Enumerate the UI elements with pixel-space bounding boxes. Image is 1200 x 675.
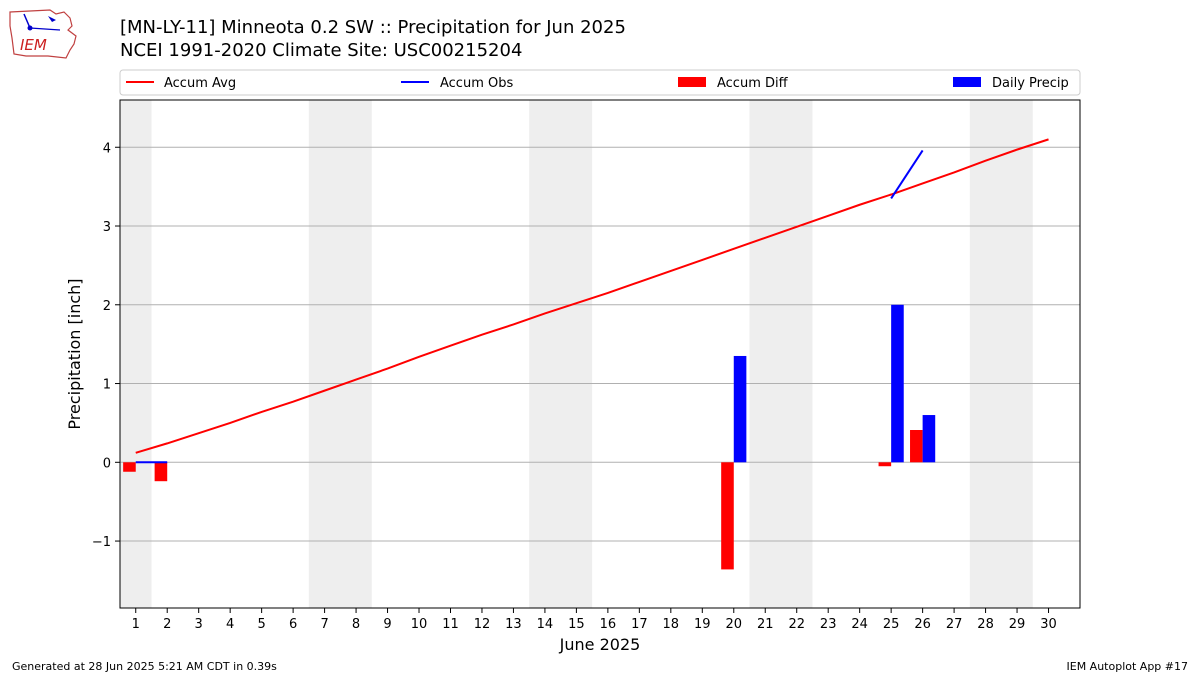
weekend-band: [749, 100, 813, 608]
plot-frame: [119, 99, 1081, 609]
legend-swatch: [953, 77, 981, 87]
y-axis-ticks: −1 0 1 2 3 4: [92, 141, 120, 550]
legend-accum-avg: Accum Avg: [126, 76, 236, 91]
y-tick-label: −1: [92, 535, 111, 550]
x-tick-label: 29: [1009, 617, 1026, 632]
x-tick-label: 19: [694, 617, 711, 632]
x-tick-label: 15: [568, 617, 585, 632]
x-tick-label: 21: [757, 617, 774, 632]
app-label: IEM Autoplot App #17: [1066, 660, 1189, 673]
chart-subtitle: NCEI 1991-2020 Climate Site: USC00215204: [120, 40, 523, 61]
x-tick-label: 23: [820, 617, 837, 632]
y-tick-label: 0: [103, 456, 111, 471]
accum-diff-bar: [910, 430, 923, 463]
line-layer: [135, 138, 1049, 464]
x-tick-label: 1: [132, 617, 140, 632]
x-tick-label: 5: [257, 617, 265, 632]
legend-label: Accum Diff: [717, 76, 789, 91]
y-gridlines: [120, 146, 1080, 542]
x-tick-label: 30: [1040, 617, 1057, 632]
x-tick-label: 16: [600, 617, 617, 632]
legend-daily-precip: Daily Precip: [953, 76, 1069, 91]
y-tick-label: 1: [103, 378, 111, 393]
x-tick-label: 18: [663, 617, 680, 632]
x-tick-label: 27: [946, 617, 963, 632]
weekend-band: [308, 100, 372, 608]
accum-diff-bar: [154, 462, 168, 482]
daily-precip-bar: [922, 415, 936, 463]
x-tick-label: 24: [851, 617, 868, 632]
x-tick-label: 7: [320, 617, 328, 632]
legend-label: Accum Obs: [440, 76, 513, 91]
y-tick-label: 2: [103, 299, 111, 314]
daily-precip-bar: [891, 304, 904, 463]
x-tick-label: 10: [411, 617, 428, 632]
legend-swatch: [678, 77, 706, 87]
weekend-bands: [120, 100, 1033, 608]
x-tick-label: 3: [195, 617, 203, 632]
x-tick-label: 6: [289, 617, 297, 632]
iem-logo: IEM: [9, 9, 77, 59]
accum-obs-line: [890, 149, 924, 199]
weekend-band: [120, 100, 152, 608]
accum-diff-bar: [878, 462, 892, 467]
x-tick-label: 26: [914, 617, 931, 632]
daily-precip-bar: [733, 355, 747, 463]
y-axis-label: Precipitation [inch]: [65, 278, 84, 429]
x-tick-label: 20: [725, 617, 742, 632]
y-tick-label: 4: [103, 141, 111, 156]
x-tick-label: 2: [163, 617, 171, 632]
legend-accum-diff: Accum Diff: [678, 76, 789, 91]
x-tick-label: 9: [383, 617, 391, 632]
x-tick-label: 8: [352, 617, 360, 632]
x-tick-label: 11: [442, 617, 459, 632]
accum-diff-bar: [721, 462, 734, 570]
x-tick-label: 17: [631, 617, 648, 632]
accum-avg-line: [135, 138, 1049, 454]
bar-layer: [123, 304, 936, 570]
legend-label: Daily Precip: [992, 76, 1069, 91]
legend-label: Accum Avg: [164, 76, 236, 91]
x-tick-label: 4: [226, 617, 234, 632]
weekend-band: [529, 100, 593, 608]
x-tick-label: 25: [883, 617, 900, 632]
accum-diff-bar: [123, 462, 136, 472]
x-axis-label: June 2025: [559, 635, 641, 654]
x-tick-label: 14: [537, 617, 554, 632]
x-tick-label: 13: [505, 617, 522, 632]
legend-accum-obs: Accum Obs: [401, 76, 513, 91]
legend-frame: [119, 69, 1081, 96]
weekend-band: [969, 100, 1033, 608]
x-tick-label: 22: [788, 617, 805, 632]
logo-text: IEM: [20, 36, 47, 54]
x-axis-ticks: 1 2 3 4 5 6 7 8 9 10 11 12 13 14 15 16 17 18 19 20 21 22 23 24 2…: [132, 608, 1057, 632]
legend: Accum Avg Accum Obs Accum Diff Daily Precip: [119, 69, 1081, 96]
x-tick-label: 28: [977, 617, 994, 632]
chart-title: [MN-LY-11] Minneota 0.2 SW :: Precipitat…: [120, 17, 626, 38]
x-tick-label: 12: [474, 617, 491, 632]
y-tick-label: 3: [103, 220, 111, 235]
generated-timestamp: Generated at 28 Jun 2025 5:21 AM CDT in …: [12, 660, 277, 673]
